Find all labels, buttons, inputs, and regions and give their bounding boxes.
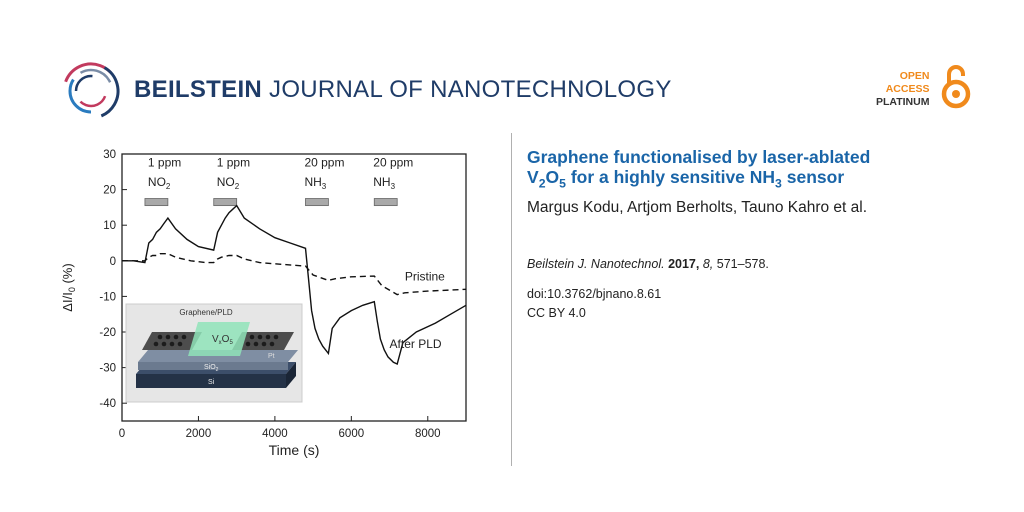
inset-si-label: Si (208, 379, 215, 386)
oa-line-open: OPEN (899, 70, 930, 82)
pulse-concentration-4: 20 ppm (373, 155, 413, 169)
y-tick-label: 20 (103, 185, 116, 197)
pulse-bar-3 (305, 198, 329, 207)
device-inset: Graphene/PLD VxO5 Pt SiO2 Si (125, 303, 303, 403)
article-authors: Margus Kodu, Artjom Berholts, Tauno Kahr… (527, 199, 868, 216)
article-citation: Beilstein J. Nanotechnol. 2017, 8, 571–5… (527, 257, 769, 271)
y-tick-label: -20 (99, 327, 116, 339)
pulse-concentration-3: 20 ppm (304, 155, 344, 169)
y-tick-label: -30 (99, 363, 116, 375)
journal-abbrev: Beilstein J. Nanotechnol. (527, 257, 665, 271)
open-access-badge: OPEN ACCESS PLATINUM (876, 70, 929, 109)
y-tick-label: -10 (99, 291, 116, 303)
pulse-concentration-2: 1 ppm (217, 155, 250, 169)
title-line2: V2O5 for a highly sensitive NH3 sensor (527, 167, 845, 191)
plot-frame (121, 153, 467, 422)
pulse-bar-4 (373, 198, 398, 207)
x-tick-label: 2000 (186, 428, 212, 440)
inset-pt-label: Pt (268, 353, 275, 360)
pulse-bar-2 (213, 198, 238, 207)
journal-name-rest: JOURNAL OF NANOTECHNOLOGY (269, 76, 672, 103)
journal-name-bold: BEILSTEIN (134, 76, 263, 103)
pristine-label: Pristine (405, 269, 445, 283)
title-line1: Graphene functionalised by laser-ablated (527, 147, 871, 167)
oa-line-platinum: PLATINUM (876, 96, 930, 108)
y-tick-label: -40 (99, 398, 116, 410)
x-tick-label: 6000 (339, 428, 365, 440)
x-tick-label: 0 (119, 428, 125, 440)
x-axis-label: Time (s) (269, 442, 320, 458)
citation-year: 2017, (668, 257, 700, 271)
sensor-response-chart: 30 20 10 0 -10 -20 -30 -40 0 2000 4000 6000 8000 Time… (60, 149, 467, 458)
x-tick-label: 4000 (262, 428, 288, 440)
article-title[interactable]: Graphene functionalised by laser-ablated… (527, 147, 997, 194)
pulse-gas-4: NH3 (373, 175, 395, 191)
inset-v-label: VxO5 (212, 334, 233, 346)
inset-sio-label: SiO2 (204, 364, 219, 373)
article-license: CC BY 4.0 (527, 306, 586, 320)
pulse-gas-2: NO2 (217, 175, 240, 191)
y-tick-label: 0 (110, 256, 116, 268)
vertical-divider (511, 133, 512, 466)
citation-pages: 571–578. (716, 257, 769, 271)
series-line-pristine (122, 253, 467, 296)
citation-volume: 8, (702, 257, 714, 271)
pulse-concentration-1: 1 ppm (148, 155, 181, 169)
x-tick-label: 8000 (415, 428, 441, 440)
journal-name: BEILSTEIN JOURNAL OF NANOTECHNOLOGY (134, 76, 672, 104)
oa-line-access: ACCESS (885, 83, 930, 95)
after-pld-label: After PLD (390, 337, 442, 351)
open-padlock-icon (941, 65, 971, 109)
y-axis-label: ΔI/I0 (%) (60, 263, 77, 311)
y-tick-label: 10 (103, 220, 116, 232)
beilstein-ring-logo-icon (62, 62, 120, 120)
inset-top-label: Graphene/PLD (179, 308, 233, 317)
pulse-gas-1: NO2 (148, 175, 171, 191)
y-tick-label: 30 (103, 149, 116, 161)
pulse-gas-3: NH3 (304, 175, 326, 191)
pulse-bar-1 (144, 198, 169, 207)
series-line-after-pld (122, 204, 467, 365)
article-doi[interactable]: doi:10.3762/bjnano.8.61 (527, 287, 662, 301)
